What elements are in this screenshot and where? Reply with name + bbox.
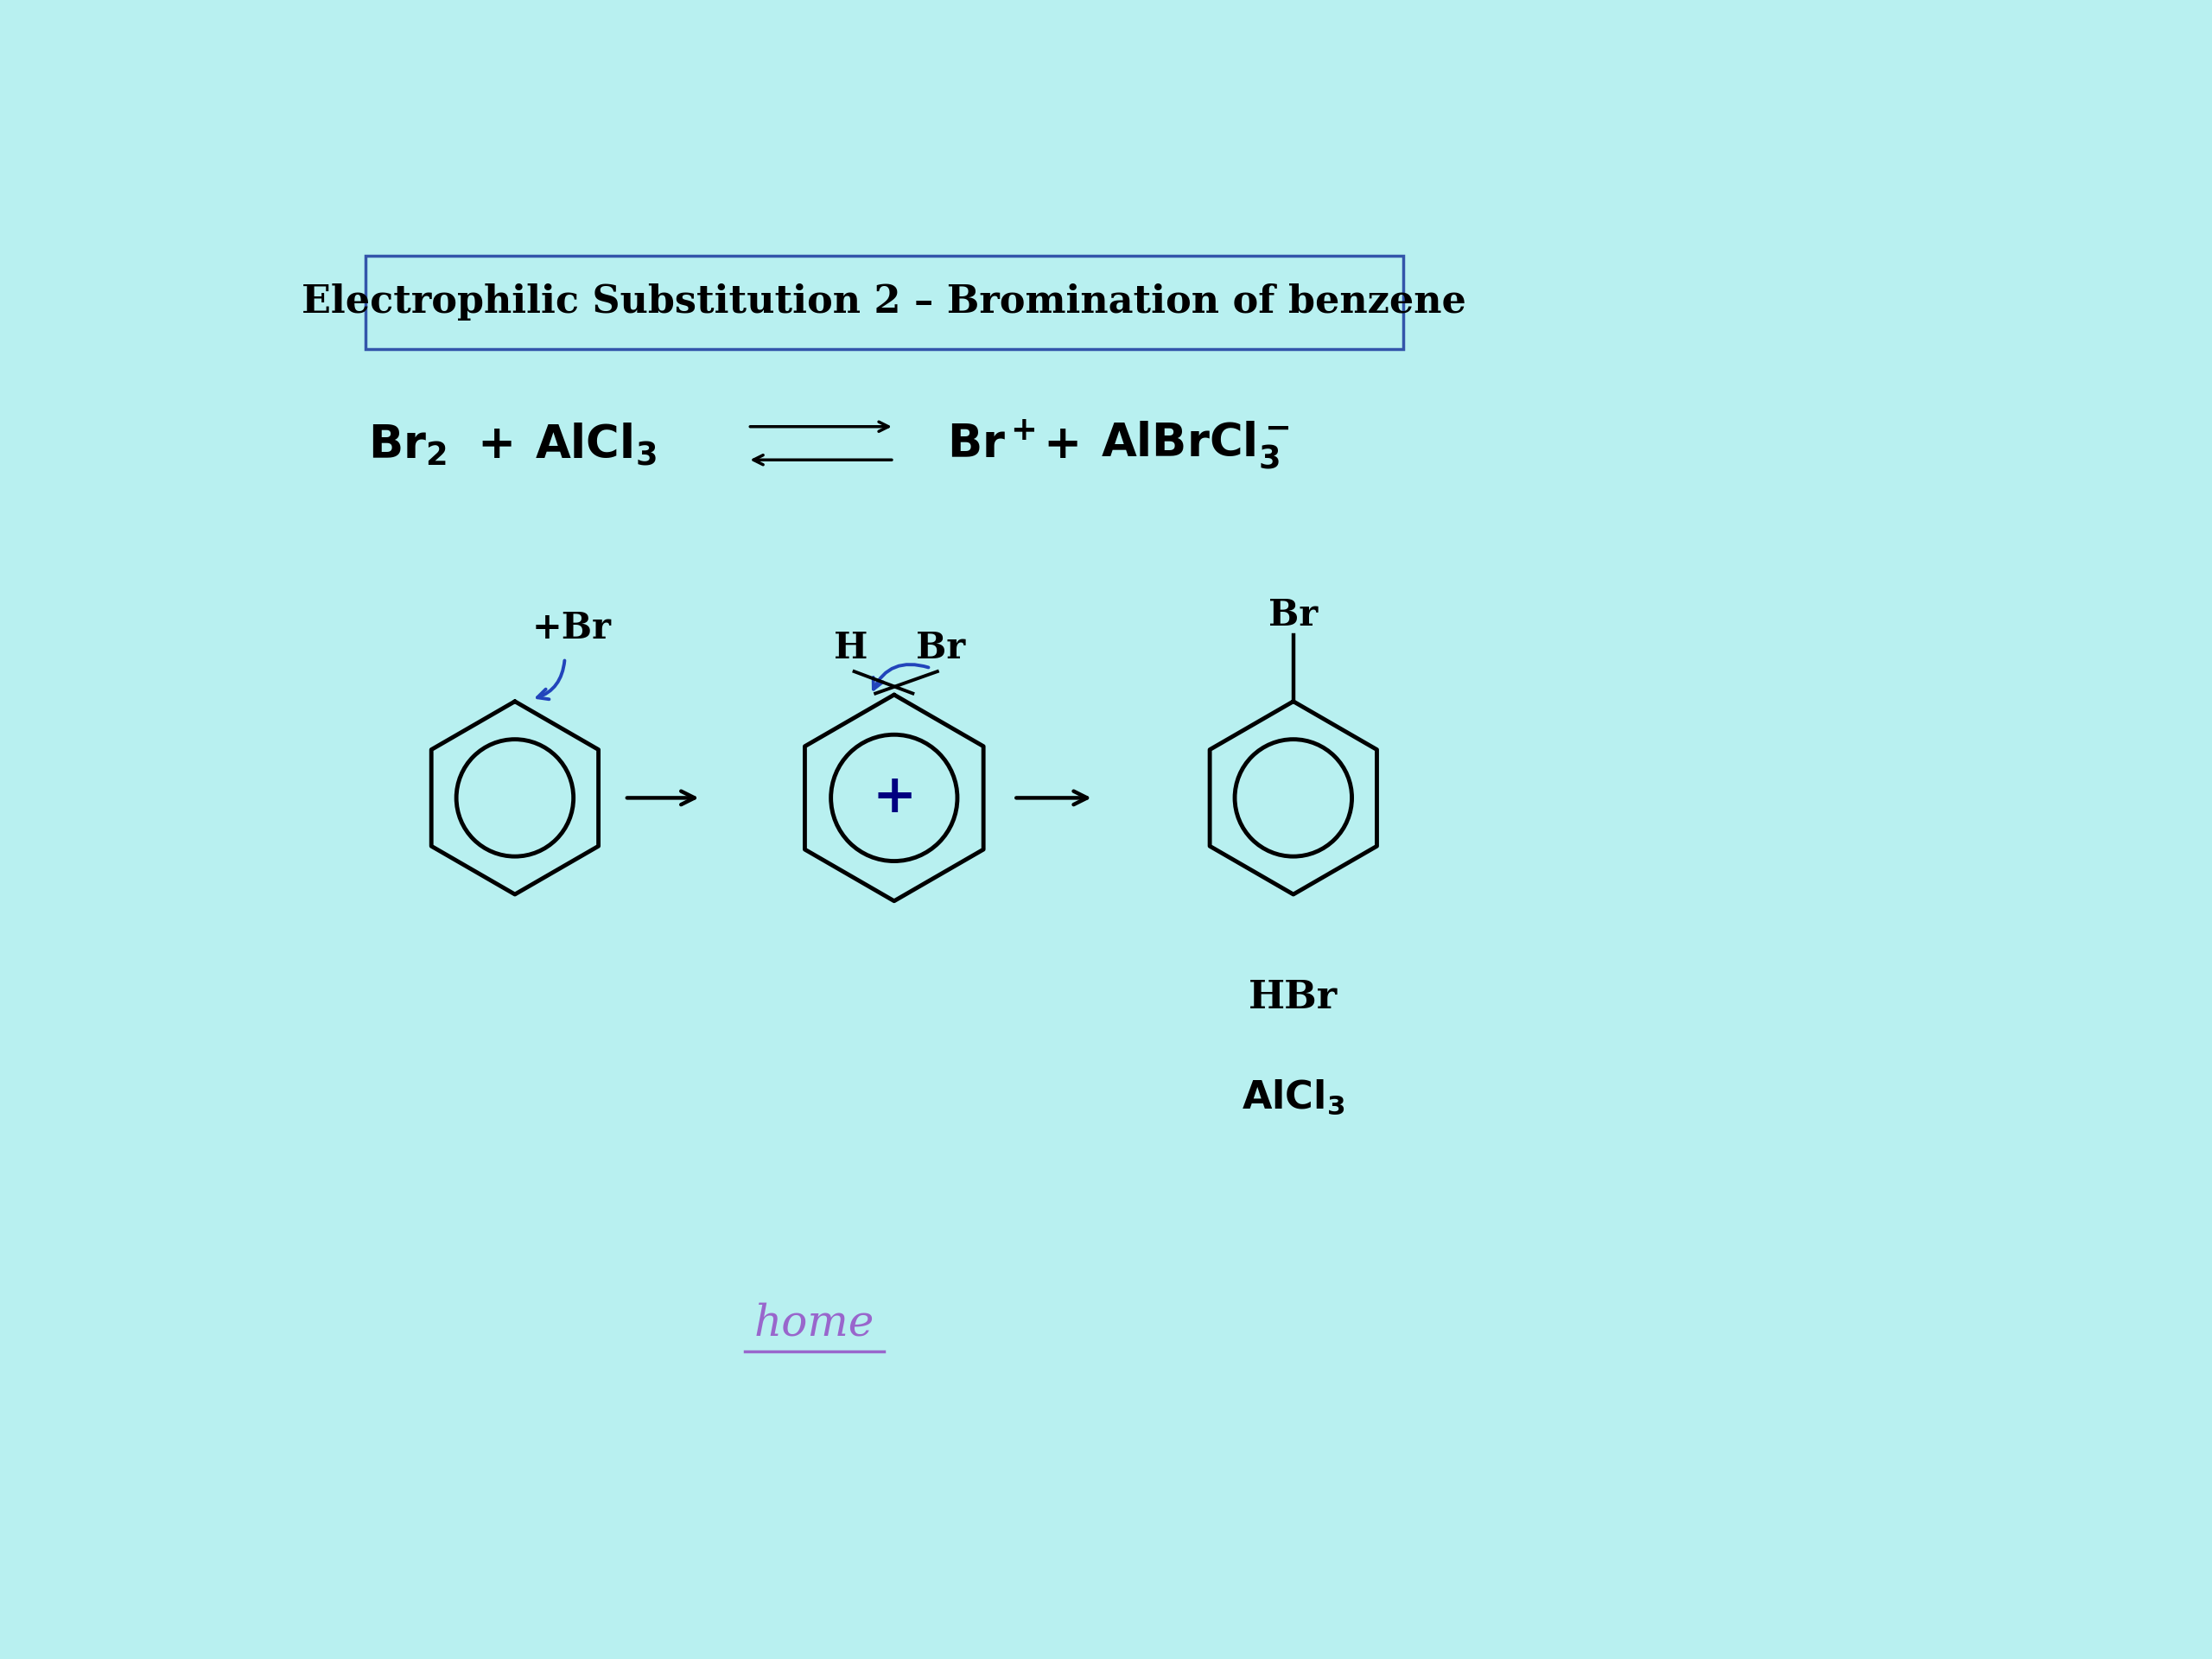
Text: $\mathbf{Br_2}$: $\mathbf{Br_2}$ — [369, 423, 447, 468]
Text: +Br: +Br — [531, 611, 611, 647]
Text: HBr: HBr — [1250, 979, 1338, 1015]
Text: $\mathbf{AlBrCl_3^-}$: $\mathbf{AlBrCl_3^-}$ — [1099, 420, 1290, 471]
Text: +: + — [872, 771, 916, 825]
Text: $\mathbf{+}$: $\mathbf{+}$ — [1042, 423, 1077, 468]
Text: $\mathbf{AlCl_3}$: $\mathbf{AlCl_3}$ — [535, 421, 657, 468]
Text: Br: Br — [916, 630, 964, 667]
Text: $\mathbf{+}$: $\mathbf{+}$ — [478, 423, 513, 468]
Text: home: home — [754, 1302, 874, 1345]
FancyBboxPatch shape — [365, 255, 1402, 348]
Text: H: H — [834, 630, 867, 667]
Text: Br: Br — [1270, 597, 1318, 634]
Text: $\mathbf{AlCl_3}$: $\mathbf{AlCl_3}$ — [1241, 1078, 1345, 1117]
Text: Electrophilic Substitution 2 – Bromination of benzene: Electrophilic Substitution 2 – Brominati… — [301, 284, 1467, 320]
Text: $\mathbf{Br^+}$: $\mathbf{Br^+}$ — [947, 423, 1035, 468]
